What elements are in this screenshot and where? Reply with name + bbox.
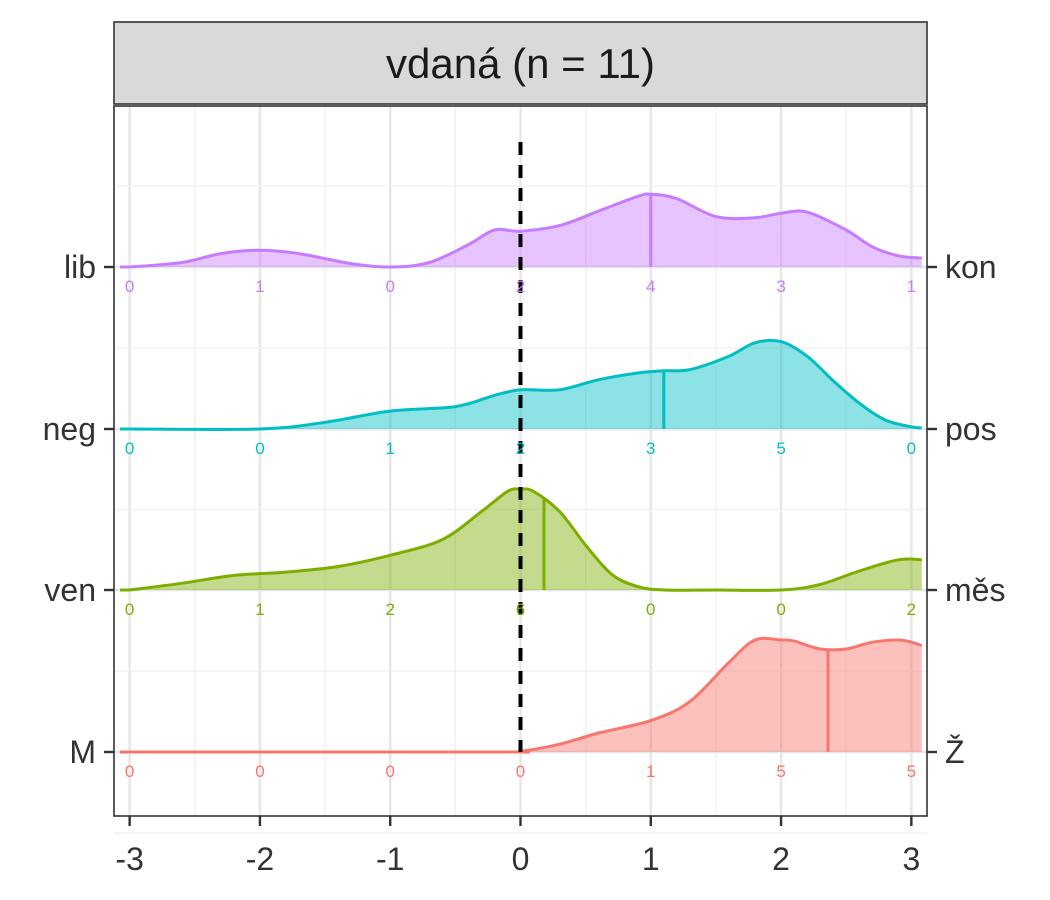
count-label: 5: [776, 762, 785, 781]
y-axis-right-label: pos: [945, 411, 997, 447]
density-line: [129, 636, 923, 754]
y-axis-left-label: M: [69, 734, 96, 770]
count-label: 2: [385, 600, 394, 619]
count-label: 5: [776, 439, 785, 458]
density-line: [129, 487, 922, 592]
y-axis-left-label: ven: [44, 572, 96, 608]
density-area: [129, 488, 922, 591]
count-label: 0: [125, 762, 134, 781]
x-axis: -3 -2 -1 0 1 2 3: [115, 816, 920, 877]
density-line: [129, 192, 922, 269]
count-label: 2: [907, 600, 916, 619]
count-label: 0: [125, 439, 134, 458]
x-axis-tick-label: 3: [902, 841, 920, 877]
y-axis-right-label: Ž: [945, 734, 965, 770]
y-axis-right-label: kon: [945, 249, 997, 285]
count-labels: 0 0 0 0 1 5 50 1 2 6 0 0 20 0 1 2 3 5 00 1 0 2 4 3 1: [125, 277, 916, 781]
count-label: 2: [516, 439, 525, 458]
facet-strip: [113, 21, 928, 105]
count-label: 0: [385, 277, 394, 296]
count-label: 1: [907, 277, 916, 296]
count-label: 3: [776, 277, 785, 296]
x-axis-tick-label: -2: [246, 841, 274, 877]
count-label: 1: [255, 600, 264, 619]
density-area: [129, 193, 922, 268]
density-area: [129, 638, 922, 753]
x-axis-tick-label: -3: [115, 841, 143, 877]
count-label: 0: [646, 600, 655, 619]
count-label: 0: [907, 439, 916, 458]
x-axis-tick-label: 0: [512, 841, 530, 877]
count-label: 1: [646, 762, 655, 781]
count-label: 2: [516, 277, 525, 296]
x-axis-tick-label: 1: [642, 841, 660, 877]
density-area: [129, 340, 922, 430]
count-label: 0: [125, 600, 134, 619]
count-label: 0: [125, 277, 134, 296]
density-line: [129, 338, 922, 431]
y-axis-left-label: neg: [43, 411, 96, 447]
y-axis-left-label: lib: [64, 249, 96, 285]
count-label: 0: [255, 439, 264, 458]
count-label: 5: [907, 762, 916, 781]
count-label: 0: [776, 600, 785, 619]
count-label: 0: [255, 762, 264, 781]
count-label: 0: [516, 762, 525, 781]
count-label: 4: [646, 277, 655, 296]
x-axis-tick-label: 2: [772, 841, 790, 877]
y-axis-right-label: měs: [945, 572, 1005, 608]
x-axis-tick-label: -1: [376, 841, 404, 877]
count-label: 3: [646, 439, 655, 458]
count-label: 0: [385, 762, 394, 781]
count-label: 1: [385, 439, 394, 458]
facet-strip-title: vdaná (n = 11): [386, 40, 655, 87]
count-label: 6: [516, 600, 525, 619]
count-label: 1: [255, 277, 264, 296]
density-ridges: [120, 192, 923, 754]
